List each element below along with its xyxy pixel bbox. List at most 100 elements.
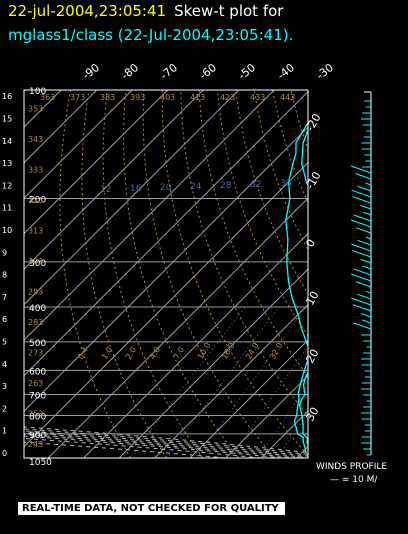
dry-adiabat [235, 90, 308, 295]
height-tick-label: 6 [2, 315, 7, 324]
temperature-point [319, 104, 320, 105]
pressure-tick-label: 400 [29, 304, 46, 314]
dry-adiabat-label: 413 [190, 93, 205, 102]
wind-barb [360, 312, 372, 318]
dewpoint-point [299, 384, 301, 386]
plot-frame [23, 89, 309, 459]
wind-barb [355, 227, 372, 234]
height-tick-label: 2 [2, 404, 7, 413]
mixing-ratio-line [229, 345, 308, 458]
isotherm [24, 90, 133, 199]
wind-barb [353, 322, 372, 330]
wind-barb [352, 304, 372, 312]
wind-barb [360, 258, 372, 264]
top-temp-tick-label: -30 [314, 61, 336, 82]
mixing-ratio-label: 4.0 [148, 345, 162, 361]
dewpoint-point [302, 441, 305, 443]
temperature-point [322, 314, 323, 315]
temperature-point [319, 328, 320, 329]
temperature-point [302, 384, 305, 386]
dry-adiabat [217, 90, 308, 337]
temperature-point [309, 445, 310, 446]
dry-adiabat [346, 90, 408, 458]
dewpoint-point [303, 369, 305, 372]
wind-barb [350, 273, 372, 282]
dry-adiabat [309, 90, 408, 458]
height-tick-label: 1 [2, 427, 7, 436]
temperature-point [323, 89, 324, 90]
dewpoint-point [296, 406, 299, 409]
plot-datetime: 22-jul-2004,23:05:41 [8, 2, 167, 20]
temperature-point [301, 414, 303, 417]
wind-barb [360, 204, 372, 210]
isotherm [154, 303, 308, 458]
dewpoint-point [287, 238, 289, 241]
dry-adiabat-label: 383 [100, 93, 115, 102]
dry-adiabat-label: 313 [28, 227, 43, 236]
temperature-point [301, 398, 303, 400]
dewpoint-point [286, 261, 288, 263]
isotherm [24, 90, 275, 341]
dry-adiabat [272, 90, 308, 204]
pressure-tick-label: 200 [29, 195, 46, 205]
temperature-point [318, 452, 319, 453]
wind-barb [366, 290, 372, 294]
height-tick-label: 8 [2, 271, 7, 280]
wind-barb [353, 268, 372, 276]
dewpoint-point [295, 142, 297, 144]
dewpoint-point [306, 124, 308, 126]
wind-barb [357, 239, 372, 246]
isotherm [118, 268, 308, 458]
moist-adiabat-label: 36 [280, 179, 292, 189]
isotherm [225, 374, 308, 458]
dry-adiabat-label: 373 [70, 93, 85, 102]
dry-adiabat-label: 353 [28, 105, 43, 114]
wind-barb [351, 189, 372, 198]
winds-profile-label: WINDS PROFILE [316, 462, 388, 472]
pressure-tick-label: 100 [29, 87, 46, 97]
right-temp-tick-label: -10 [303, 169, 323, 191]
wind-barb [361, 319, 372, 324]
height-tick-label: 15 [2, 115, 12, 124]
mixing-ratio-line [196, 306, 307, 458]
temperature-point [303, 379, 306, 382]
mixing-ratio-label: 10.0 [196, 341, 213, 361]
dry-adiabat-label: 253 [28, 410, 43, 419]
dewpoint-point [287, 280, 290, 283]
height-tick-label: 11 [2, 204, 12, 213]
moist-adiabat-label: 24 [190, 182, 202, 192]
mixing-ratio-label: 7.0 [172, 345, 186, 361]
isotherm [24, 90, 204, 270]
isotherm [24, 90, 239, 306]
dewpoint-point [327, 89, 328, 90]
dry-adiabat-label: 443 [280, 93, 295, 102]
moist-adiabat [24, 426, 308, 454]
right-temp-tick-label: 20 [303, 347, 321, 366]
dry-adiabat-label: 433 [250, 93, 265, 102]
wind-barb [350, 219, 372, 228]
temperature-point [298, 404, 301, 406]
dry-adiabat [123, 90, 240, 458]
mixing-ratio-line [258, 383, 308, 458]
right-temp-tick-label: 0 [303, 237, 318, 250]
quality-banner: REAL-TIME DATA, NOT CHECKED FOR QUALITY [18, 502, 285, 515]
dewpoint-point [300, 328, 303, 330]
moist-adiabat-label: 16 [130, 184, 142, 194]
temperature-point [312, 447, 313, 448]
temperature-series [298, 89, 324, 453]
dewpoint-point [297, 391, 300, 393]
wind-scale-label: — = 10 M/ [330, 475, 378, 485]
moist-adiabat-label: 20 [160, 183, 172, 193]
top-temp-tick-label: -70 [158, 61, 180, 82]
pressure-tick-label: 800 [29, 412, 46, 422]
grid-layer [24, 90, 408, 458]
dry-adiabat-label: 283 [28, 318, 43, 327]
isotherm [24, 126, 308, 412]
plot-title: Skew-t plot for [174, 2, 284, 20]
wind-barb [365, 182, 372, 186]
temperature-point [314, 198, 315, 199]
dewpoint-point [298, 398, 300, 400]
isotherm [260, 410, 308, 458]
isotherm [189, 339, 308, 458]
wind-barb [362, 265, 372, 270]
